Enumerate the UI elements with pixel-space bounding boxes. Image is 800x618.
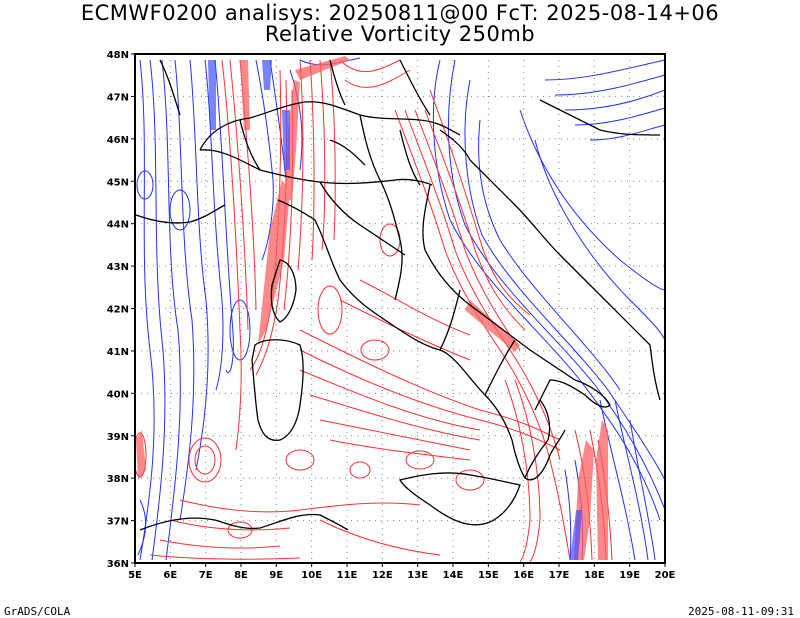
lat-tick-label: 39N [107,432,129,443]
lon-tick-label: 9E [269,570,283,581]
lat-tick-label: 46N [107,135,129,146]
footer-software-label: GrADS/COLA [4,605,71,618]
lon-tick-label: 17E [549,570,570,581]
lat-tick-label: 42N [107,305,129,316]
lon-tick-label: 19E [619,570,640,581]
lat-tick-label: 45N [107,177,129,188]
positive-vorticity-contours [135,59,613,563]
lat-tick-label: 44N [107,220,129,231]
strong-positive-bands [136,56,608,560]
lat-tick-label: 37N [107,517,129,528]
lat-tick-label: 41N [107,347,129,358]
lat-tick-label: 48N [107,50,129,61]
lon-tick-label: 6E [163,570,177,581]
strong-negative-bands [208,60,582,560]
lon-tick-label: 18E [584,570,605,581]
chart-title: ECMWF0200 analisys: 20250811@00 FcT: 202… [80,1,720,25]
lat-tick-label: 43N [107,262,129,273]
lon-tick-label: 10E [301,570,322,581]
lon-tick-label: 8E [234,570,248,581]
longitude-axis: 5E 6E 7E 8E 9E 10E 11E 12E 13E 14E 15E 16E 17E 18E 19E… [128,570,675,581]
lon-tick-label: 20E [655,570,676,581]
footer-timestamp: 2025-08-11-09:31 [688,605,794,618]
lon-tick-label: 11E [337,570,358,581]
negative-vorticity-contours [136,57,665,561]
lat-lon-grid [135,54,665,563]
lat-tick-label: 47N [107,92,129,103]
lon-tick-label: 13E [407,570,428,581]
coastlines [135,59,661,531]
contour-layer [135,56,665,563]
lat-tick-label: 40N [107,389,129,400]
lat-tick-label: 36N [107,559,129,570]
axis-ticks [131,53,666,567]
lon-tick-label: 16E [513,570,534,581]
lon-tick-label: 12E [372,570,393,581]
lon-tick-label: 7E [199,570,213,581]
lat-tick-label: 38N [107,474,129,485]
lon-tick-label: 15E [478,570,499,581]
lon-tick-label: 5E [128,570,142,581]
lon-tick-label: 14E [443,570,464,581]
chart-subtitle: Relative Vorticity 250mb [264,22,536,46]
latitude-axis: 36N 37N 38N 39N 40N 41N 42N 43N 44N 45N 46N 47N 48N [107,50,129,570]
